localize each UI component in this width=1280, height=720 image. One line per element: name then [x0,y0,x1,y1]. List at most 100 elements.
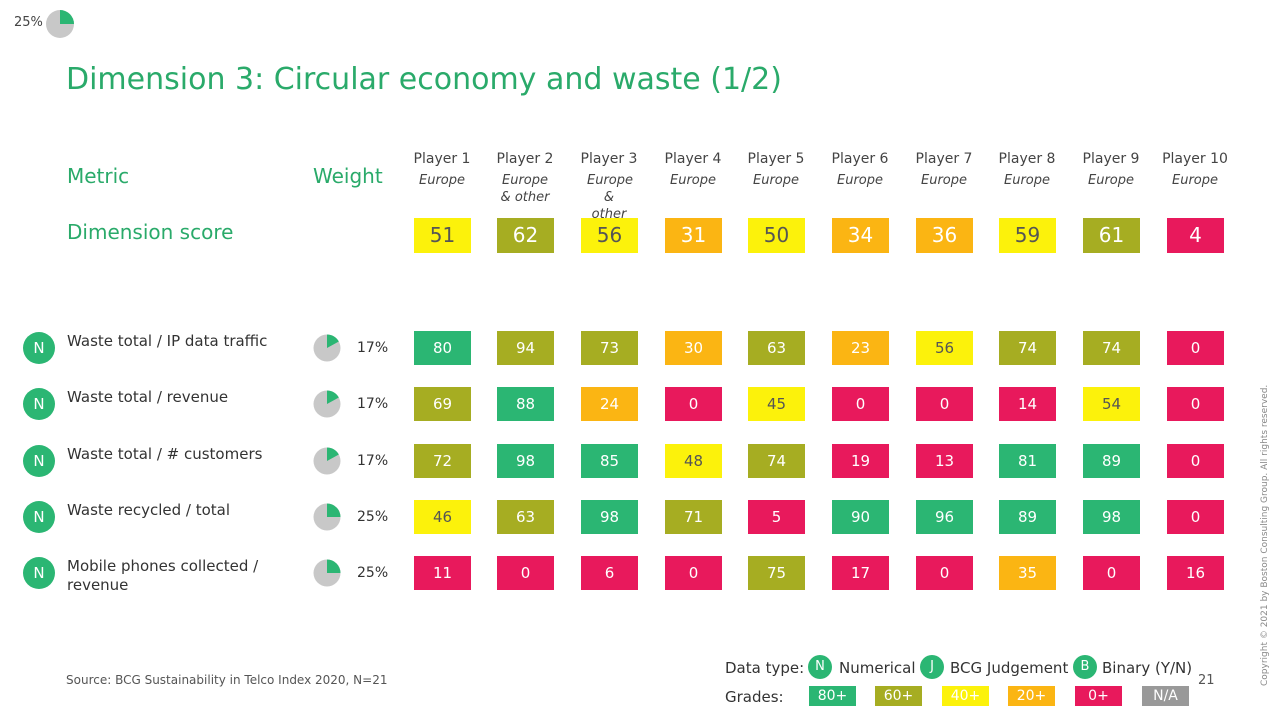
grade-chip: 0+ [1075,686,1122,706]
score-cell: 89 [999,500,1056,534]
score-cell: 0 [665,556,722,590]
legend-type-text: BCG Judgement [950,659,1069,677]
player-name: Player 4 [664,151,722,167]
score-cell: 45 [748,387,805,421]
page-title: Dimension 3: Circular economy and waste … [66,62,782,97]
score-cell: 0 [1167,331,1224,365]
weight-pie-icon [313,334,341,362]
weight-value: 17% [357,340,389,356]
dimension-score-cell: 4 [1167,218,1224,253]
score-cell: 98 [581,500,638,534]
grade-chip: N/A [1142,686,1189,706]
player-header: Player 9 Europe [1069,151,1153,189]
player-header: Player 8 Europe [985,151,1069,189]
weight-pie-icon [313,559,341,587]
score-cell: 11 [414,556,471,590]
player-name: Player 8 [998,151,1056,167]
player-header: Player 5 Europe [734,151,818,189]
metric-label: Waste total / revenue [67,388,229,406]
score-cell: 72 [414,444,471,478]
dimension-score-cell: 36 [916,218,973,253]
score-cell: 74 [748,444,805,478]
score-cell: 73 [581,331,638,365]
player-header: Player 4 Europe [651,151,735,189]
player-header: Player 2 Europe & other [483,151,567,206]
score-cell: 0 [1167,500,1224,534]
score-cell: 0 [1083,556,1140,590]
dimension-score-cell: 62 [497,218,554,253]
player-name: Player 3 [580,151,638,167]
player-region: Europe [1087,173,1134,188]
score-cell: 48 [665,444,722,478]
score-cell: 30 [665,331,722,365]
score-cell: 96 [916,500,973,534]
player-region: Europe [418,173,465,188]
score-cell: 0 [832,387,889,421]
player-region: Europe [920,173,967,188]
weight-value: 25% [357,565,389,581]
copyright-note: Copyright © 2021 by Boston Consulting Gr… [1260,384,1270,686]
binary-badge-icon: B [1073,655,1097,679]
player-header: Player 6 Europe [818,151,902,189]
weight-header: Weight [313,164,383,188]
grade-chip: 60+ [875,686,922,706]
dimension-score-cell: 59 [999,218,1056,253]
score-cell: 80 [414,331,471,365]
score-cell: 56 [916,331,973,365]
player-name: Player 9 [1082,151,1140,167]
player-region: Europe & other [587,173,634,222]
score-cell: 6 [581,556,638,590]
player-name: Player 10 [1162,151,1228,167]
score-cell: 0 [916,556,973,590]
score-cell: 35 [999,556,1056,590]
score-cell: 0 [665,387,722,421]
player-name: Player 1 [413,151,471,167]
score-cell: 0 [916,387,973,421]
score-cell: 5 [748,500,805,534]
player-name: Player 5 [747,151,805,167]
weight-value: 17% [357,453,389,469]
score-cell: 98 [1083,500,1140,534]
player-name: Player 7 [915,151,973,167]
dimension-score-cell: 51 [414,218,471,253]
score-cell: 85 [581,444,638,478]
score-cell: 75 [748,556,805,590]
player-header: Player 3 Europe & other [567,151,651,223]
player-header: Player 7 Europe [902,151,986,189]
player-header: Player 1 Europe [400,151,484,189]
score-cell: 23 [832,331,889,365]
numerical-badge-icon: N [23,501,55,533]
score-cell: 98 [497,444,554,478]
player-region: Europe [752,173,799,188]
score-cell: 74 [999,331,1056,365]
weight-pie-icon [313,447,341,475]
score-cell: 16 [1167,556,1224,590]
score-cell: 63 [748,331,805,365]
player-name: Player 2 [496,151,554,167]
score-cell: 74 [1083,331,1140,365]
score-cell: 71 [665,500,722,534]
score-cell: 0 [497,556,554,590]
score-cell: 69 [414,387,471,421]
player-name: Player 6 [831,151,889,167]
dimension-score-label: Dimension score [67,220,234,244]
score-cell: 94 [497,331,554,365]
dimension-score-cell: 50 [748,218,805,253]
numerical-badge-icon: N [23,445,55,477]
player-header: Player 10 Europe [1153,151,1237,189]
score-cell: 14 [999,387,1056,421]
grades-label: Grades: [725,688,784,706]
dimension-score-cell: 31 [665,218,722,253]
numerical-badge-icon: N [23,332,55,364]
weight-value: 25% [357,509,389,525]
dimension-score-cell: 61 [1083,218,1140,253]
player-region: Europe [669,173,716,188]
progress-pie-icon [46,10,74,38]
numerical-badge-icon: N [808,655,832,679]
score-cell: 54 [1083,387,1140,421]
player-region: Europe & other [500,173,550,205]
numerical-badge-icon: N [23,388,55,420]
score-cell: 0 [1167,387,1224,421]
numerical-badge-icon: N [23,557,55,589]
score-cell: 13 [916,444,973,478]
